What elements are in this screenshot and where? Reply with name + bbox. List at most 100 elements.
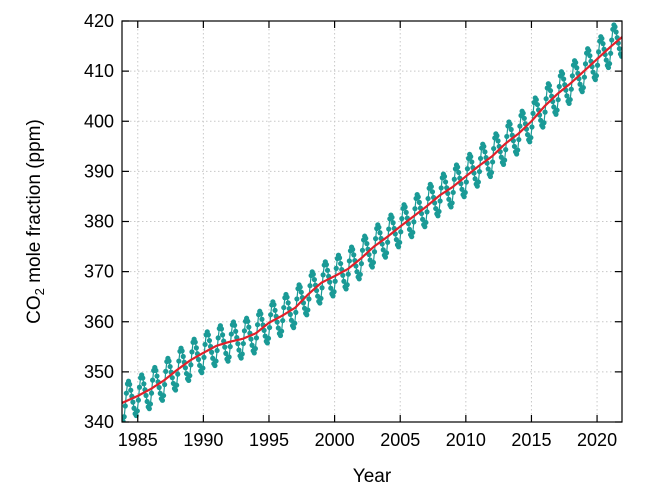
monthly-point bbox=[593, 73, 600, 79]
monthly-point bbox=[241, 328, 248, 334]
y-tick-label: 370 bbox=[84, 262, 114, 282]
monthly-point bbox=[515, 147, 521, 153]
monthly-point bbox=[272, 307, 278, 313]
monthly-point bbox=[516, 136, 522, 143]
ticks bbox=[122, 20, 622, 423]
monthly-point bbox=[331, 289, 337, 295]
monthly-point bbox=[274, 319, 280, 325]
monthly-point bbox=[424, 209, 430, 215]
monthly-point bbox=[174, 382, 180, 388]
monthly-point bbox=[186, 377, 192, 383]
monthly-point bbox=[370, 259, 377, 266]
monthly-point bbox=[609, 37, 615, 43]
monthly-point bbox=[258, 311, 264, 317]
monthly-point bbox=[140, 375, 146, 381]
monthly-point bbox=[559, 71, 566, 77]
monthly-point bbox=[477, 155, 484, 162]
monthly-point bbox=[253, 335, 260, 341]
monthly-point bbox=[608, 50, 614, 56]
series-layer bbox=[122, 22, 622, 422]
monthly-point bbox=[442, 179, 449, 185]
monthly-point bbox=[341, 278, 347, 284]
monthly-point bbox=[415, 194, 421, 200]
monthly-point bbox=[236, 347, 242, 353]
monthly-point bbox=[320, 272, 326, 278]
monthly-point bbox=[527, 139, 533, 145]
monthly-point bbox=[180, 353, 186, 360]
monthly-point bbox=[603, 57, 609, 63]
monthly-point bbox=[533, 97, 539, 103]
monthly-point bbox=[389, 214, 395, 220]
monthly-point bbox=[199, 370, 205, 376]
monthly-point bbox=[192, 339, 198, 345]
monthly-point bbox=[327, 279, 333, 285]
monthly-point bbox=[463, 179, 469, 185]
monthly-point bbox=[503, 147, 509, 153]
monthly-point bbox=[441, 173, 448, 180]
monthly-point bbox=[618, 53, 622, 59]
monthly-point bbox=[232, 322, 238, 328]
x-tick-label: 2000 bbox=[315, 430, 355, 450]
monthly-point bbox=[540, 124, 546, 130]
monthly-point bbox=[228, 331, 234, 337]
monthly-point bbox=[160, 392, 167, 399]
monthly-point bbox=[574, 65, 580, 71]
monthly-point bbox=[363, 235, 369, 242]
monthly-point bbox=[514, 151, 520, 157]
monthly-point bbox=[599, 35, 605, 42]
x-tick-label: 1995 bbox=[249, 430, 289, 450]
monthly-point bbox=[265, 335, 272, 341]
monthly-point bbox=[285, 300, 291, 306]
monthly-point bbox=[476, 168, 483, 175]
monthly-point bbox=[306, 296, 312, 302]
monthly-point bbox=[233, 328, 239, 334]
monthly-point bbox=[543, 96, 549, 102]
monthly-point bbox=[577, 81, 583, 87]
monthly-point bbox=[468, 154, 474, 160]
monthly-point bbox=[423, 219, 429, 226]
monthly-point bbox=[162, 381, 168, 388]
monthly-point bbox=[225, 358, 231, 364]
series-group bbox=[122, 22, 622, 422]
monthly-point bbox=[359, 247, 366, 253]
monthly-point bbox=[146, 406, 152, 412]
monthly-point bbox=[437, 198, 443, 204]
monthly-point bbox=[292, 320, 298, 326]
monthly-point bbox=[188, 362, 194, 368]
monthly-point bbox=[346, 258, 352, 264]
monthly-point bbox=[213, 358, 219, 364]
monthly-point bbox=[455, 164, 461, 170]
monthly-point bbox=[579, 89, 585, 95]
monthly-point bbox=[521, 115, 527, 121]
monthly-point bbox=[371, 249, 378, 255]
monthly-point bbox=[251, 350, 257, 356]
monthly-point bbox=[485, 166, 491, 172]
monthly-point bbox=[524, 132, 531, 138]
monthly-point bbox=[311, 276, 317, 283]
monthly-point bbox=[338, 260, 344, 267]
x-tick-label: 2015 bbox=[511, 430, 551, 450]
monthly-point bbox=[163, 368, 169, 374]
monthly-point bbox=[336, 255, 343, 261]
monthly-point bbox=[264, 340, 270, 346]
monthly-point bbox=[187, 373, 193, 379]
monthly-point bbox=[215, 335, 221, 341]
monthly-point bbox=[128, 387, 134, 393]
monthly-point bbox=[386, 226, 392, 232]
y-tick-label: 420 bbox=[84, 11, 114, 31]
monthly-point bbox=[542, 109, 548, 115]
x-tick-label: 2010 bbox=[446, 430, 486, 450]
monthly-point bbox=[508, 126, 514, 133]
monthly-point bbox=[212, 362, 218, 369]
monthly-point bbox=[222, 344, 228, 350]
monthly-point bbox=[528, 135, 534, 141]
monthly-point bbox=[556, 83, 562, 90]
monthly-point bbox=[143, 392, 149, 399]
monthly-point bbox=[489, 159, 496, 165]
monthly-point bbox=[252, 346, 258, 352]
monthly-point bbox=[592, 76, 598, 83]
monthly-point bbox=[580, 85, 586, 91]
monthly-point bbox=[239, 351, 245, 357]
